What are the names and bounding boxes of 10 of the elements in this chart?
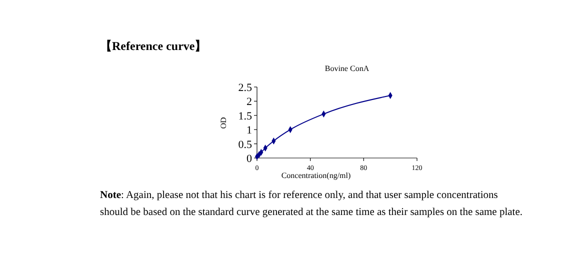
y-tick-label: 1 (246, 124, 252, 137)
chart-title: Bovine ConA (324, 64, 370, 73)
y-tick-label: 1.5 (238, 110, 252, 122)
text: Note: Again, please not that his chart is for reference only, and that user sample concentrations should be based on the standard curve generated at the same time as their samples on the same plate. (100, 190, 522, 218)
y-tick-label: 2 (246, 96, 252, 108)
y-tick-label: 2.5 (238, 82, 252, 94)
x-axis-title: Concentration(ng/ml) (281, 171, 351, 180)
text: 【Reference curve】 (100, 39, 207, 53)
y-axis-title: OD (219, 117, 228, 129)
y-tick-label: 0.5 (238, 138, 252, 151)
